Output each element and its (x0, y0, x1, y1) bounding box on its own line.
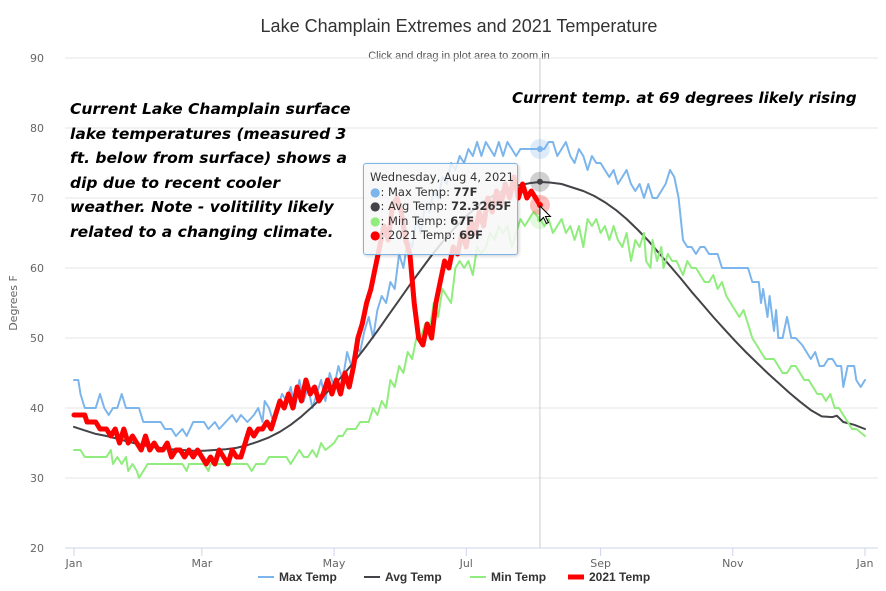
avg-dot-icon: ● (370, 199, 381, 213)
tooltip-label: : Avg Temp: (380, 199, 452, 213)
tooltip-date: Wednesday, Aug 4, 2021 (370, 170, 514, 184)
tooltip-label: : 2021 Temp: (380, 228, 460, 242)
legend[interactable]: Max Temp Avg Temp Min Temp 2021 Temp (258, 570, 650, 584)
tooltip-value: 72.3265F (451, 199, 512, 213)
tooltip-value: 67F (450, 213, 475, 228)
series-line-max-temp[interactable] (73, 141, 866, 437)
tooltip-label: : Max Temp: (380, 184, 454, 199)
2021-dot-icon: ● (370, 228, 381, 242)
legend-label: 2021 Temp (589, 570, 650, 584)
y-tick-label: 40 (30, 402, 44, 415)
x-axis: Jan Mar May Jul Sep Nov Jan (65, 547, 878, 570)
x-tick-label: Jan (856, 557, 874, 570)
tooltip: Wednesday, Aug 4, 2021 ●: Max Temp: 77F … (363, 163, 518, 255)
hover-point (536, 146, 543, 152)
annotation-left: Current Lake Champlain surface lake temp… (70, 100, 351, 241)
tooltip-value: 69F (459, 228, 483, 242)
legend-label: Max Temp (279, 570, 337, 584)
y-tick-label: 70 (30, 192, 44, 205)
tooltip-row-min: ●: Min Temp: 67F (370, 214, 517, 229)
tooltip-label: : Min Temp: (380, 213, 451, 228)
legend-item-min-temp[interactable]: Min Temp (470, 570, 546, 584)
hover-point (536, 178, 543, 185)
legend-item-2021-temp[interactable]: 2021 Temp (568, 570, 650, 584)
max-dot-icon: ● (370, 184, 381, 199)
x-tick-label: Jan (65, 557, 83, 570)
x-tick-label: Mar (191, 557, 212, 570)
x-tick-label: Sep (590, 557, 611, 570)
legend-item-avg-temp[interactable]: Avg Temp (364, 570, 442, 584)
cursor-arrow (539, 204, 552, 225)
x-tick-label: May (323, 557, 346, 570)
annotation-current-temp: Current temp. at 69 degrees likely risin… (512, 89, 857, 107)
y-tick-label: 90 (30, 52, 44, 65)
x-tick-label: Jul (459, 557, 473, 570)
legend-label: Avg Temp (385, 570, 442, 584)
min-dot-icon: ● (370, 213, 381, 228)
hover-point (536, 202, 543, 208)
tooltip-row-max: ●: Max Temp: 77F (370, 185, 517, 200)
series-line-min-temp[interactable] (73, 211, 866, 479)
y-axis-ticks: 20 30 40 50 60 70 80 90 (30, 52, 44, 555)
tooltip-row-2021: ●: 2021 Temp: 69F (370, 228, 517, 243)
y-tick-label: 20 (30, 542, 44, 555)
mouse-cursor-icon (539, 204, 552, 225)
y-tick-label: 80 (30, 122, 44, 135)
chart-subtitle: Click and drag in plot area to zoom in (368, 50, 550, 62)
y-tick-label: 30 (30, 472, 44, 485)
tooltip-row-avg: ●: Avg Temp: 72.3265F (370, 199, 517, 214)
legend-item-max-temp[interactable]: Max Temp (258, 570, 337, 584)
x-tick-label: Nov (722, 557, 744, 570)
chart-title: Lake Champlain Extremes and 2021 Tempera… (261, 16, 658, 36)
legend-label: Min Temp (491, 570, 546, 584)
grid-lines (65, 57, 878, 479)
y-axis-label: Degrees F (7, 275, 20, 331)
y-tick-label: 60 (30, 262, 44, 275)
tooltip-value: 77F (453, 184, 478, 199)
y-tick-label: 50 (30, 332, 44, 345)
